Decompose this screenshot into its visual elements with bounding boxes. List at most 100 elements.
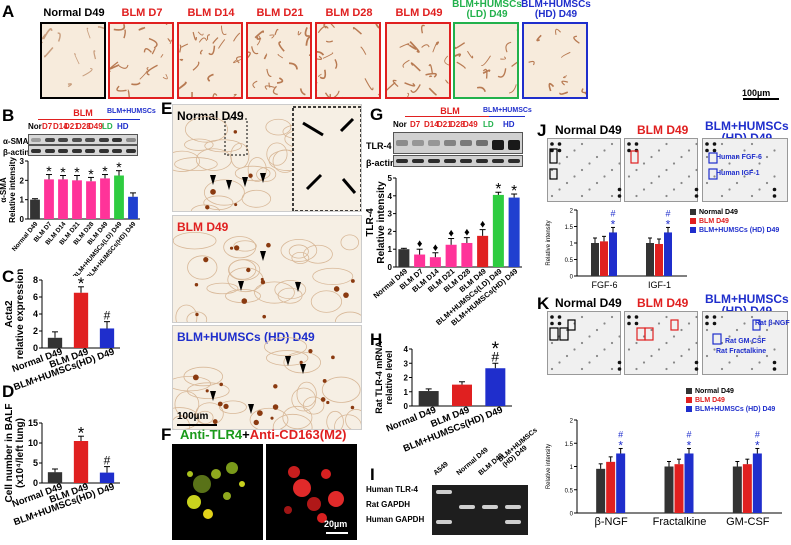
panel-b-bar	[128, 197, 138, 219]
panel-j-array-spot	[611, 143, 613, 145]
panel-k-array-spot	[728, 361, 730, 363]
panel-d-ylabel: (x10⁴/left lung)	[15, 418, 26, 488]
panel-e-positive-cell	[331, 355, 335, 359]
panel-b-significance-mark: *	[74, 164, 80, 180]
panel-e-positive-cell	[223, 404, 228, 409]
panel-g-bar	[461, 243, 472, 267]
panel-j-array-spot	[566, 182, 568, 184]
panel-k-category-label: Fractalkine	[653, 516, 707, 528]
panel-a-tissue-fiber	[198, 32, 203, 35]
panel-a-tissue-fiber	[585, 89, 588, 94]
panel-a-tissue-fiber	[94, 51, 96, 59]
panel-c-tick-label: 2	[33, 326, 38, 336]
panel-g-tick-label: 4	[388, 192, 393, 201]
panel-j-array-spot	[635, 195, 637, 197]
panel-g-lane-label: D7	[410, 120, 420, 129]
panel-e-arrowhead	[242, 177, 248, 187]
panel-g-ylabel: Relative intensity	[376, 181, 387, 264]
panel-a-tissue-texture	[110, 24, 174, 99]
panel-j-bar	[591, 243, 599, 276]
panel-j-tick-label: 0.5	[565, 258, 574, 264]
panel-g-band	[412, 140, 424, 146]
panel-a-tissue-image	[522, 22, 588, 99]
panel-a-tissue-fiber	[221, 26, 226, 35]
panel-a-scale-label: 100µm	[742, 88, 770, 98]
panel-a-tissue-fiber	[149, 39, 157, 48]
panel-h-bar	[419, 391, 439, 406]
panel-g-bar	[509, 198, 520, 267]
panel-a-tissue-fiber	[429, 65, 432, 74]
panel-g-bar	[493, 195, 504, 267]
panel-a-tissue-fiber	[117, 86, 127, 91]
panel-d-tick-label: 0	[33, 478, 38, 488]
panel-j-array-spot	[695, 143, 697, 145]
panel-k-array-image	[547, 311, 621, 375]
panel-e-positive-cell	[343, 292, 349, 298]
panel-g-significance-mark: ♦	[464, 227, 470, 239]
panel-a-tissue-texture	[248, 24, 312, 99]
panel-k-array-spot	[743, 322, 745, 324]
panel-j-array-spot	[743, 149, 745, 151]
panel-k-tick-label: 1	[570, 465, 574, 471]
panel-a-tissue-fiber	[429, 88, 436, 95]
panel-k-array-spot	[618, 367, 622, 371]
panel-j-array-spot	[713, 149, 717, 153]
panel-b-band	[99, 138, 109, 142]
panel-j-array-spot	[665, 143, 667, 145]
panel-j-array-spot	[751, 195, 753, 197]
panel-h-tick-label: 0	[404, 402, 409, 411]
panel-b-ylabel: α-SMA	[0, 177, 8, 203]
panel-a-tissue-fiber	[549, 84, 553, 91]
panel-b-band	[72, 138, 82, 142]
panel-g-tick-label: 1	[388, 245, 393, 254]
panel-k-array-spot	[688, 322, 690, 324]
panel-j-array-title: BLM D49	[637, 124, 688, 136]
panel-f-title-plus: +	[242, 427, 250, 442]
panel-j-array-spot	[680, 182, 682, 184]
panel-k-annotation: Rat GM-CSF	[725, 338, 766, 345]
panel-f-red-image: 20µm	[266, 444, 357, 540]
panel-k-annotation: Rat β-NGF	[755, 320, 790, 327]
panel-k-significance-mark: *	[755, 438, 760, 452]
panel-j-array-spot	[766, 182, 768, 184]
panel-a-tissue-fiber	[161, 54, 163, 57]
panel-a-tissue-texture	[524, 24, 588, 99]
panel-e-positive-cell	[210, 189, 216, 195]
panel-a-tissue-fiber	[140, 71, 147, 80]
panel-j-legend-swatch	[690, 218, 696, 224]
panel-d-ylabel-group: Cell number in BALF(x10⁴/left lung)	[4, 404, 26, 503]
panel-k-array-spot	[665, 316, 667, 318]
panel-j-array-spot	[550, 142, 554, 146]
panel-j-array-spot	[573, 175, 575, 177]
panel-j-array-spot	[603, 149, 605, 151]
panel-c-bar	[100, 328, 114, 348]
panel-h-bar	[485, 368, 505, 406]
panel-a-tissue-fiber	[327, 24, 334, 27]
panel-j-array-spot	[628, 175, 630, 177]
panel-e-positive-cell	[193, 374, 199, 380]
panel-j-tick-label: 2	[570, 209, 574, 215]
panel-k-array-spot	[611, 342, 613, 344]
panel-j-significance-mark: *	[611, 217, 616, 231]
panel-k-array-spot	[773, 361, 777, 365]
panel-a-tissue-fiber	[131, 83, 140, 85]
panel-k-array-highlight	[550, 328, 558, 340]
panel-k-bar	[616, 453, 625, 513]
panel-b-bar	[100, 178, 110, 219]
panel-k-array-spot	[721, 368, 723, 370]
panel-g-band	[460, 140, 472, 146]
panel-b-significance-mark: *	[60, 164, 66, 180]
panel-k-array-spot	[558, 361, 560, 363]
panel-f-title: Anti-TLR4+Anti-CD163(M2)	[180, 427, 347, 442]
panel-h-ylabel: relative level	[384, 350, 394, 404]
panel-a-tissue-fiber	[467, 51, 472, 58]
panel-i-row-label: Human TLR-4	[366, 485, 418, 494]
panel-g-band	[428, 159, 440, 163]
panel-i-band	[436, 490, 452, 494]
panel-e-positive-cell	[230, 247, 233, 250]
panel-g-significance-mark: *	[511, 183, 517, 200]
panel-a-tissue-fiber	[335, 59, 337, 68]
panel-c-significance-mark: *	[78, 274, 85, 293]
